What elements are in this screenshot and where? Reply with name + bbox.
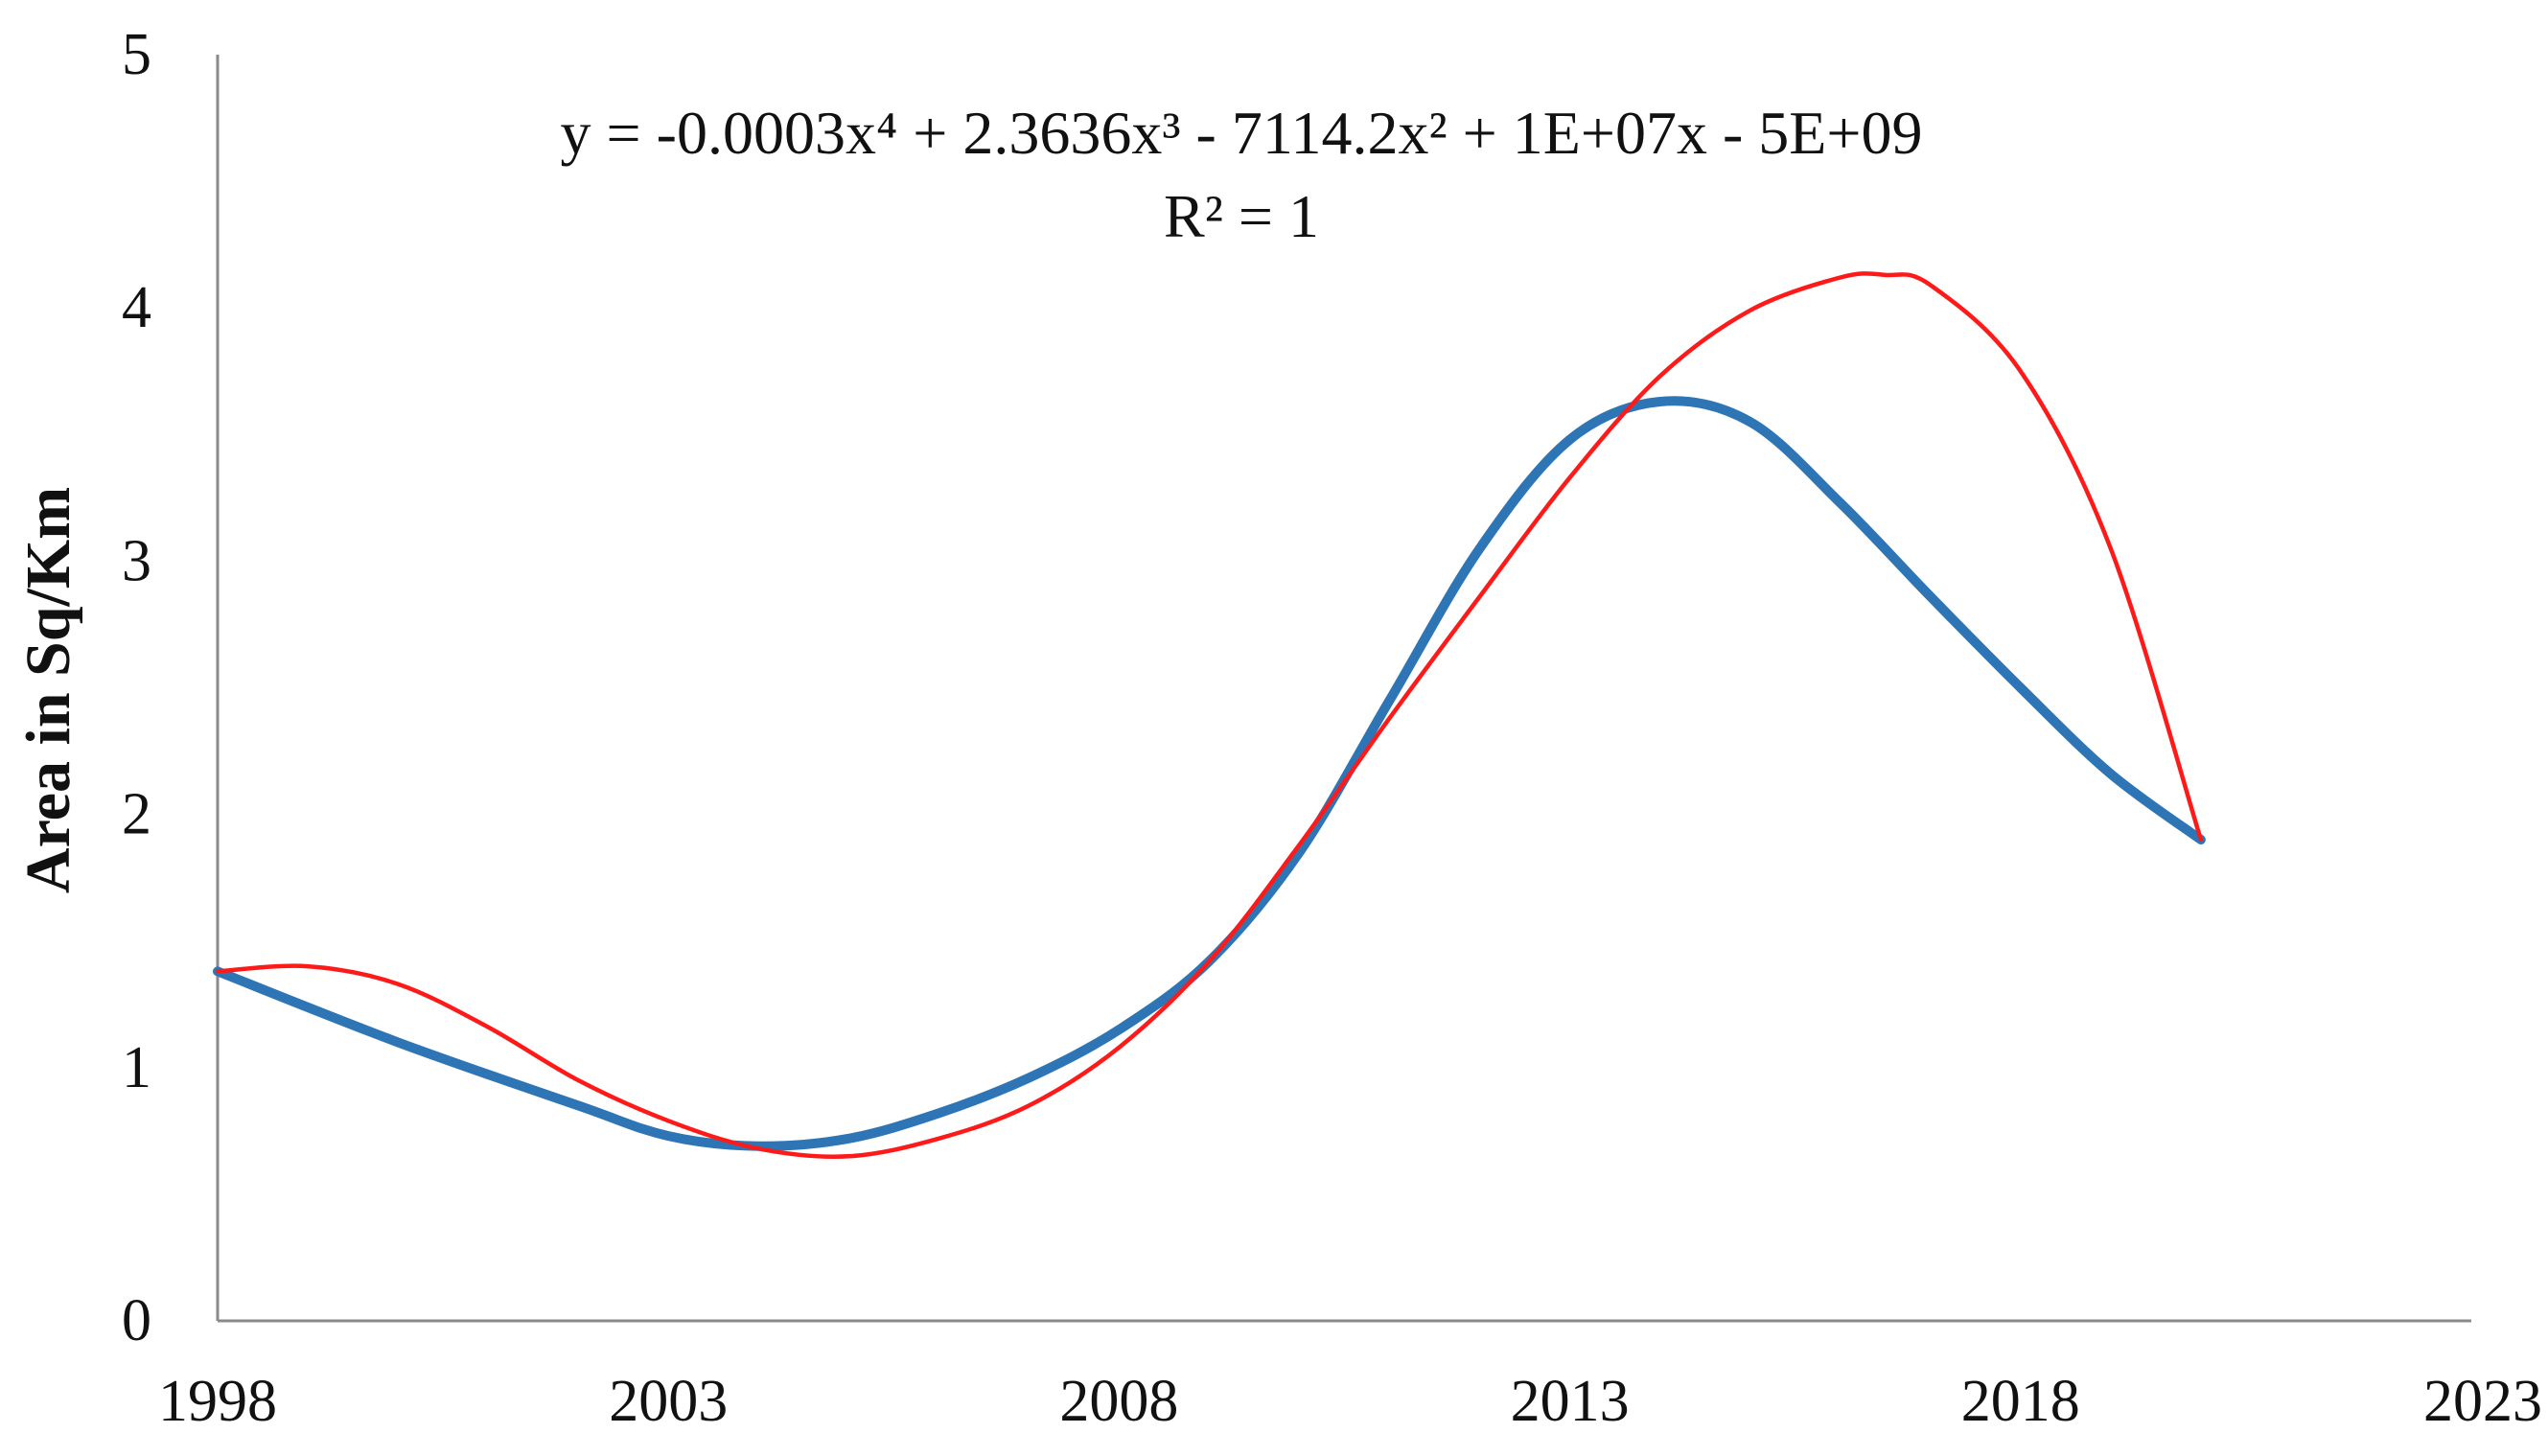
trendline-equation: y = -0.0003x⁴ + 2.3636x³ - 7114.2x² + 1E…: [561, 99, 1923, 167]
series-line-trendline: [215, 271, 2204, 1159]
x-tick-label: 2023: [2423, 1369, 2542, 1434]
y-tick-label: 3: [122, 528, 151, 593]
x-tick-label: 1998: [158, 1369, 277, 1434]
y-axis-label: Area in Sq/Km: [13, 487, 83, 893]
x-tick-label: 2018: [1961, 1369, 2080, 1434]
series-line-data: [213, 396, 2206, 1151]
y-tick-label: 2: [122, 782, 151, 847]
y-tick-label: 4: [122, 275, 151, 340]
y-tick-label: 0: [122, 1288, 151, 1353]
x-tick-labels: 1998 2003 2008 2013 2018 2023: [158, 1369, 2542, 1434]
x-tick-label: 2003: [609, 1369, 728, 1434]
r-squared-label: R² = 1: [1164, 182, 1319, 250]
y-tick-labels: 0 1 2 3 4 5: [122, 22, 151, 1353]
y-tick-label: 5: [122, 22, 151, 87]
x-tick-label: 2008: [1059, 1369, 1178, 1434]
y-tick-label: 1: [122, 1035, 151, 1100]
x-tick-label: 2013: [1511, 1369, 1630, 1434]
